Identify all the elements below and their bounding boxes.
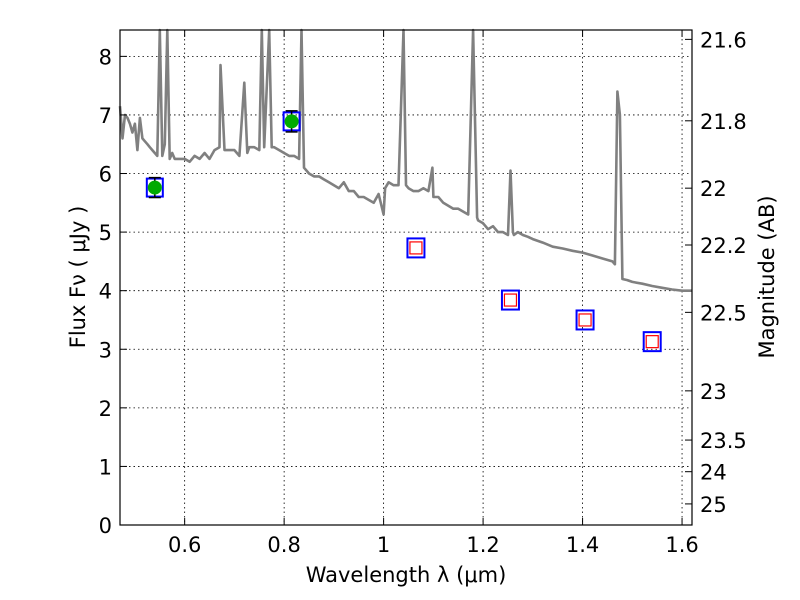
grid [120, 30, 692, 526]
photometry-points [145, 110, 662, 353]
y-tick-label: 1 [99, 455, 112, 479]
x-tick-label: 0.6 [168, 533, 201, 557]
y2-tick-label: 23.5 [700, 429, 747, 453]
model-point [500, 289, 520, 311]
plot-frame [119, 29, 693, 526]
x-tick-label: 1 [377, 533, 390, 557]
y2-axis-label: Magnitude (AB) [755, 195, 779, 358]
observed-point [282, 110, 301, 133]
y2-axis: 21.6 21.8 22 22.2 22.5 23 23.5 24 25 [685, 28, 747, 517]
y2-tick-label: 21.6 [700, 28, 747, 52]
observed-point [145, 176, 164, 199]
y2-tick-label: 22.2 [700, 234, 747, 258]
x-axis-label: Wavelength λ (μm) [306, 563, 507, 587]
x-tick-label: 1.6 [665, 533, 698, 557]
y-tick-label: 0 [99, 514, 112, 538]
model-marker [645, 335, 659, 349]
y-tick-label: 2 [99, 397, 112, 421]
y2-tick-label: 22.5 [700, 301, 747, 325]
model-point [642, 331, 662, 353]
y-tick-label: 3 [99, 338, 112, 362]
x-axis: 0.6 0.8 1 1.2 1.4 1.6 [168, 30, 699, 557]
spectrum-series [118, 28, 692, 293]
observed-marker [284, 114, 299, 129]
model-marker [503, 293, 518, 307]
y-tick-label: 5 [99, 221, 112, 245]
model-box [575, 309, 595, 331]
model-box [642, 331, 662, 353]
y2-tick-label: 22 [700, 177, 727, 201]
x-tick-label: 1.2 [466, 533, 499, 557]
y-tick-label: 6 [99, 163, 112, 187]
y-tick-label: 8 [99, 45, 112, 69]
y2-tick-label: 23 [700, 380, 727, 404]
y2-tick-label: 21.8 [700, 110, 747, 134]
x-tick-label: 1.4 [566, 533, 599, 557]
model-box [406, 237, 426, 259]
model-box [500, 289, 520, 311]
spectrum-line [118, 28, 692, 293]
observed-marker [147, 180, 162, 195]
y-axis: 0 1 2 3 4 5 6 7 8 [99, 45, 127, 538]
model-point [575, 309, 595, 331]
y-tick-label: 7 [99, 104, 112, 128]
y2-tick-label: 25 [700, 493, 727, 517]
y-tick-label: 4 [99, 280, 112, 304]
y2-tick-label: 24 [700, 461, 727, 485]
y-axis-label: Flux Fν ( μJy ) [66, 206, 90, 349]
x-tick-label: 0.8 [267, 533, 300, 557]
model-point [406, 237, 426, 259]
model-marker [578, 313, 592, 327]
model-marker [409, 241, 423, 255]
